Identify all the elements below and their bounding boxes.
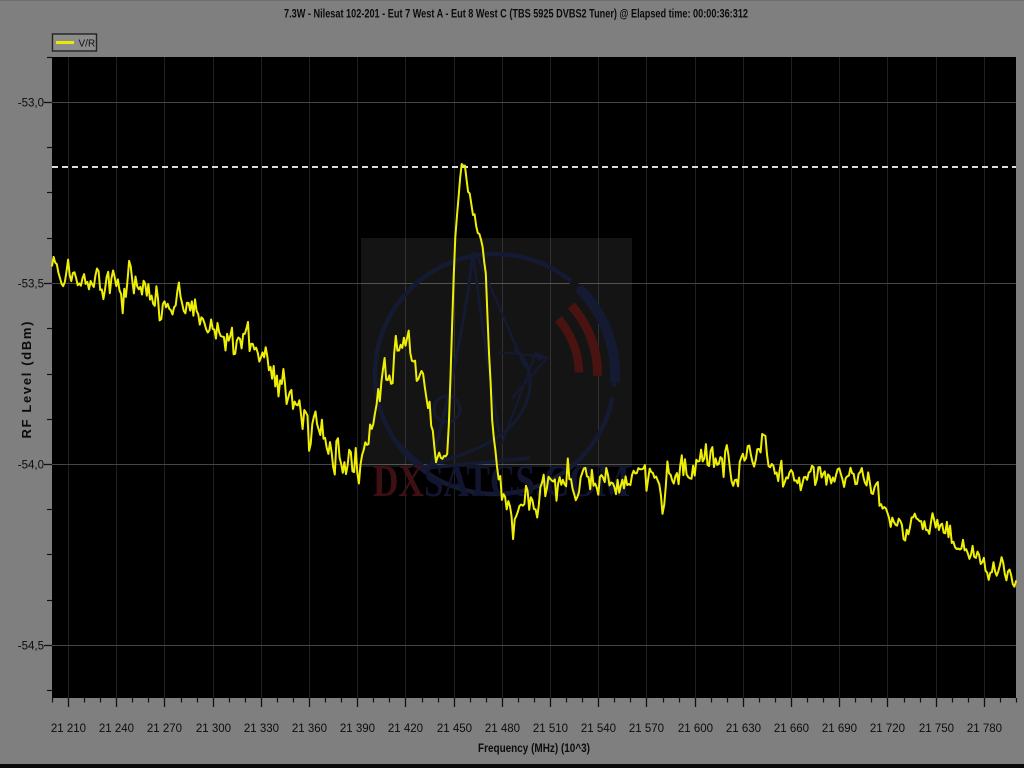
svg-text:-53,5: -53,5	[18, 279, 44, 291]
svg-text:Frequency (MHz) (10^3): Frequency (MHz) (10^3)	[478, 743, 590, 755]
svg-text:21 570: 21 570	[629, 723, 664, 735]
svg-text:21 750: 21 750	[919, 723, 954, 735]
svg-text:21 300: 21 300	[196, 723, 231, 735]
svg-text:V/R: V/R	[79, 38, 96, 49]
svg-text:21 690: 21 690	[822, 723, 857, 735]
svg-text:21 420: 21 420	[388, 723, 423, 735]
svg-text:21 660: 21 660	[774, 723, 809, 735]
svg-text:21 210: 21 210	[51, 723, 86, 735]
svg-text:21 540: 21 540	[581, 723, 616, 735]
svg-text:21 480: 21 480	[485, 723, 520, 735]
svg-text:21 450: 21 450	[437, 723, 472, 735]
svg-text:7.3W - Nilesat 102-201 - Eut 7: 7.3W - Nilesat 102-201 - Eut 7 West A - …	[284, 9, 748, 21]
svg-text:21 720: 21 720	[870, 723, 905, 735]
svg-text:21 240: 21 240	[99, 723, 134, 735]
svg-text:21 780: 21 780	[967, 723, 1002, 735]
svg-text:21 270: 21 270	[147, 723, 182, 735]
svg-text:DXSATCS.COM: DXSATCS.COM	[373, 455, 630, 506]
svg-text:-54,0: -54,0	[18, 460, 44, 472]
svg-text:21 360: 21 360	[292, 723, 327, 735]
svg-text:RF Level (dBm): RF Level (dBm)	[19, 322, 34, 439]
svg-text:-54,5: -54,5	[18, 641, 44, 653]
svg-text:21 390: 21 390	[340, 723, 375, 735]
svg-text:21 630: 21 630	[726, 723, 761, 735]
svg-text:21 600: 21 600	[678, 723, 713, 735]
svg-text:21 330: 21 330	[244, 723, 279, 735]
svg-text:-53,0: -53,0	[18, 98, 44, 110]
svg-text:21 510: 21 510	[533, 723, 568, 735]
